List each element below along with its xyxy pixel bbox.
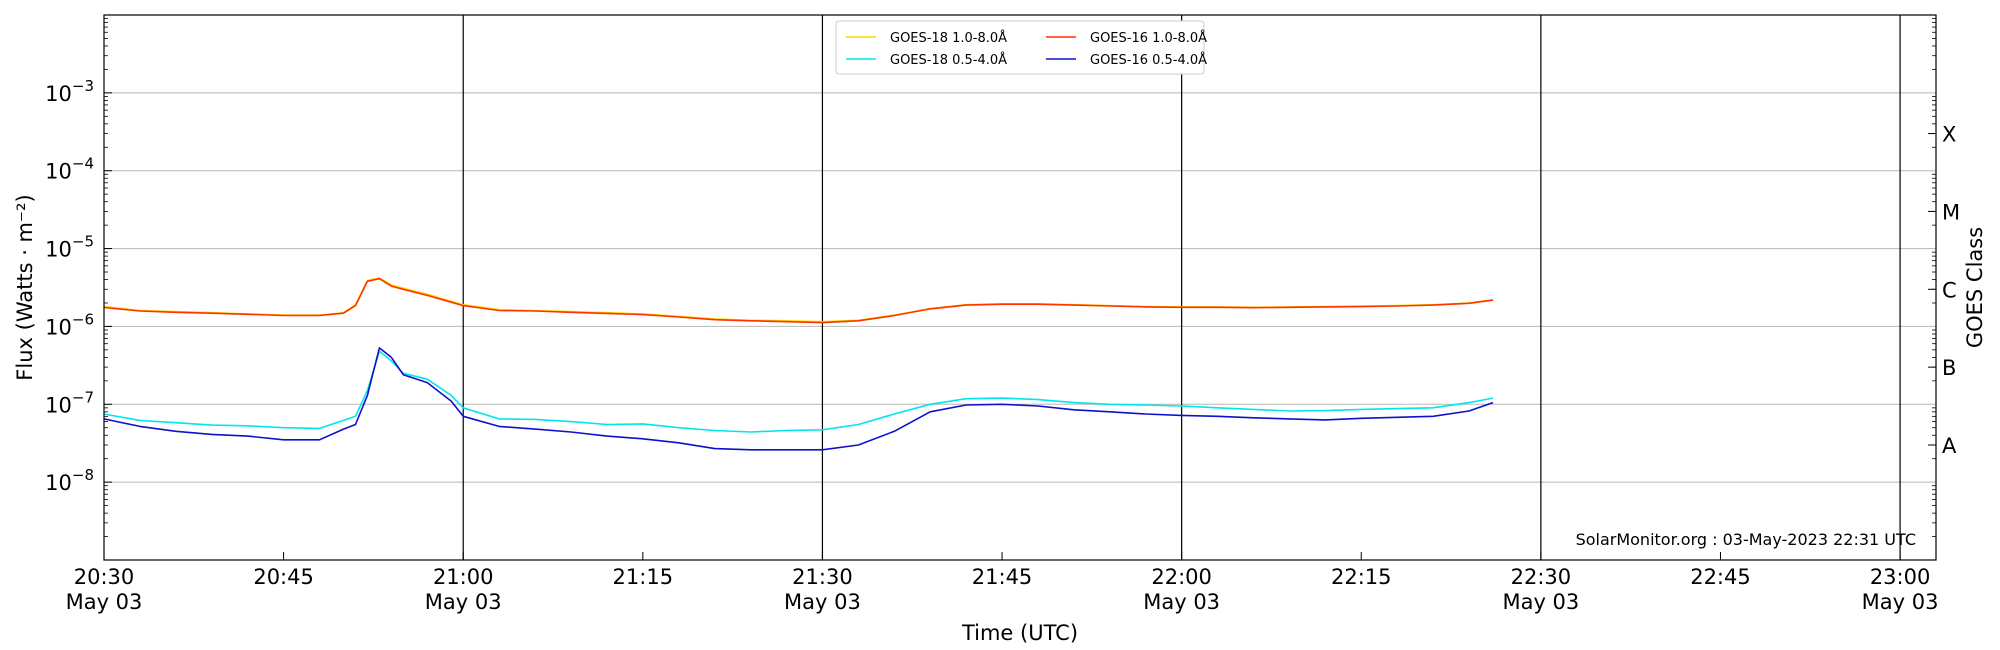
legend-label: GOES-18 1.0-8.0Å (890, 30, 1007, 46)
x-tick-label: 22:15 (1331, 565, 1392, 589)
series-line-1 (103, 277, 1494, 324)
y-tick-exponent: −4 (72, 155, 94, 173)
x-tick-label: 21:00 (433, 565, 494, 589)
series-line-3 (103, 347, 1494, 451)
legend-label: GOES-16 1.0-8.0Å (1090, 30, 1207, 46)
y-tick-label: 10−6 (45, 310, 94, 339)
series-line-2 (103, 350, 1494, 433)
x-tick-label: 23:00 (1870, 565, 1931, 589)
goes-class-axis: X M C B A (1928, 123, 1960, 458)
y-axis-label: Flux (Watts · m⁻²) (13, 194, 37, 380)
y-tick-label: 10−4 (45, 155, 94, 184)
legend-label: GOES-16 0.5-4.0Å (1090, 52, 1207, 68)
y-tick-exponent: −8 (72, 466, 94, 484)
grid-layer (104, 15, 1936, 560)
source-annotation: SolarMonitor.org : 03-May-2023 22:31 UTC (1576, 530, 1916, 549)
goes-class-label: C (1942, 278, 1957, 302)
y-tick-label: 10−7 (45, 388, 94, 417)
y-tick-label: 10−5 (45, 233, 94, 262)
x-tick-label: 22:30 (1511, 565, 1572, 589)
plot-frame (103, 14, 1937, 561)
x-axis-label: Time (UTC) (961, 621, 1078, 645)
goes-class-label: M (1942, 200, 1960, 224)
x-tick-label: 21:15 (613, 565, 674, 589)
x-tick-label: 20:45 (253, 565, 314, 589)
legend-box (835, 20, 1205, 75)
y-tick-label: 10−3 (45, 77, 94, 106)
x-tick-label: 21:30 (792, 565, 853, 589)
y-tick-label: 10−8 (45, 466, 94, 495)
x-tick-label: 21:45 (972, 565, 1033, 589)
series-layer (103, 277, 1494, 451)
goes-class-label: A (1942, 434, 1957, 458)
x-tick-label: 20:30 (74, 565, 135, 589)
y-axis-right-label: GOES Class (1963, 227, 1987, 348)
x-tick-date: May 03 (784, 590, 861, 614)
x-tick-date: May 03 (1143, 590, 1220, 614)
x-tick-date: May 03 (425, 590, 502, 614)
y-tick-exponent: −7 (72, 388, 94, 406)
goes-class-label: B (1942, 356, 1956, 380)
x-tick-date: May 03 (66, 590, 143, 614)
y-tick-exponent: −5 (72, 233, 94, 251)
y-tick-exponent: −6 (72, 310, 94, 328)
x-tick-label: 22:45 (1690, 565, 1751, 589)
goes-class-label: X (1942, 123, 1956, 147)
y-tick-exponent: −3 (72, 77, 94, 95)
legend-label: GOES-18 0.5-4.0Å (890, 52, 1007, 68)
x-tick-date: May 03 (1862, 590, 1939, 614)
x-tick-date: May 03 (1502, 590, 1579, 614)
x-tick-label: 22:00 (1151, 565, 1212, 589)
legend: GOES-18 1.0-8.0Å GOES-18 0.5-4.0Å GOES-16 … (835, 20, 1207, 75)
